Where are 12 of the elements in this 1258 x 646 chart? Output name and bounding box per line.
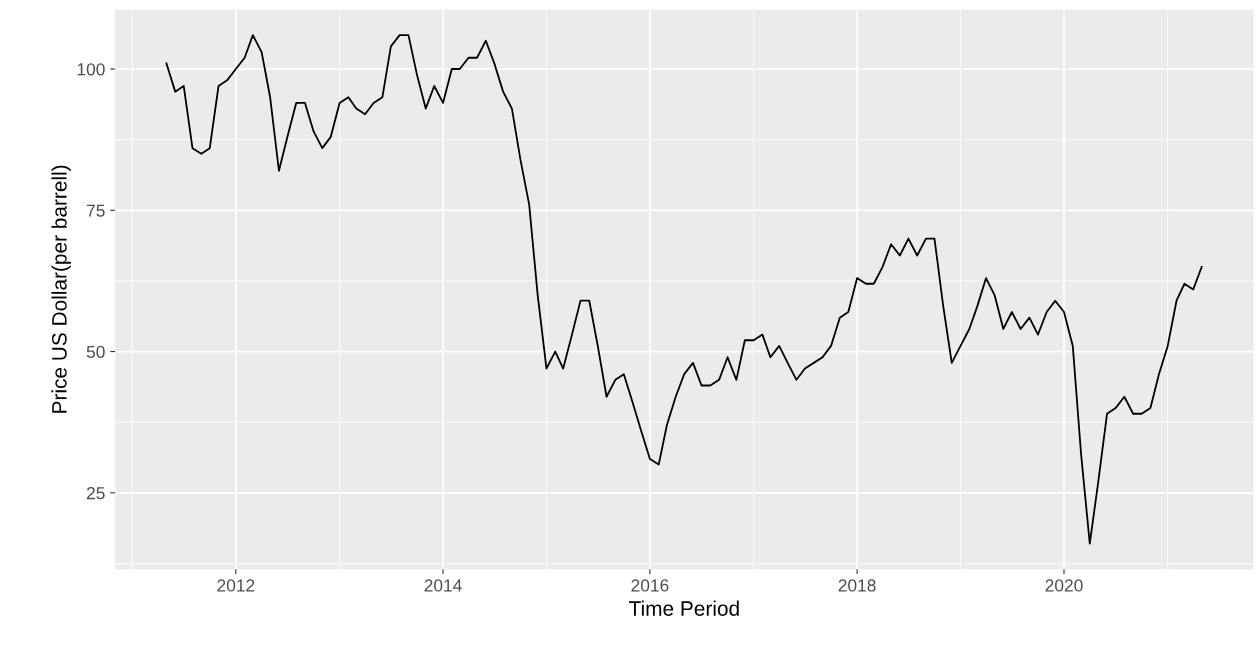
y-tick-label: 100 <box>77 63 105 76</box>
x-axis-title: Time Period <box>629 600 739 616</box>
x-tick-label: 2018 <box>838 579 876 592</box>
line-series <box>165 34 1203 545</box>
x-tick-label: 2014 <box>424 579 462 592</box>
y-tick-label: 50 <box>86 345 105 359</box>
x-tick-label: 2016 <box>631 579 669 592</box>
y-tick-label: 75 <box>86 204 105 217</box>
y-axis-title: Price US Dollar(per barrell) <box>51 165 71 413</box>
x-tick-label: 2012 <box>217 579 255 592</box>
x-tick-label: 2020 <box>1045 579 1083 592</box>
y-tick-label: 25 <box>86 487 105 500</box>
